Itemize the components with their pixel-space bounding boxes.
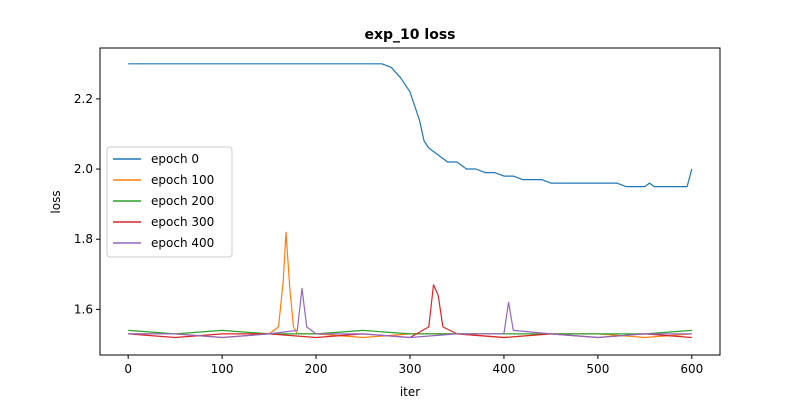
- x-tick-label: 500: [586, 362, 609, 376]
- legend-entry-label: epoch 400: [151, 236, 214, 250]
- series-line-epoch-400: [128, 287, 692, 339]
- legend-entry-label: epoch 100: [151, 173, 214, 187]
- chart-title: exp_10 loss: [365, 27, 456, 43]
- legend-box: [106, 146, 233, 258]
- y-axis-label: loss: [49, 190, 63, 213]
- x-tick-label: 200: [305, 362, 328, 376]
- x-tick-label: 400: [492, 362, 515, 376]
- x-axis-ticks: 0 100 200 300 400 500 600: [124, 355, 703, 376]
- series-line-epoch-0: [128, 63, 693, 188]
- y-tick-label: 1.6: [74, 302, 93, 316]
- y-axis-ticks: 1.6 1.8 2.0 2.2: [74, 92, 100, 316]
- legend: epoch 0 epoch 100 epoch 200 epoch 300 epoch …: [106, 146, 233, 258]
- legend-entry-label: epoch 200: [151, 194, 214, 208]
- y-tick-label: 1.8: [74, 232, 93, 246]
- series-layer: [128, 63, 693, 339]
- x-tick-label: 100: [211, 362, 234, 376]
- x-tick-label: 300: [399, 362, 422, 376]
- legend-entry-label: epoch 300: [151, 215, 214, 229]
- y-tick-label: 2.2: [74, 92, 93, 106]
- x-tick-label: 600: [680, 362, 703, 376]
- legend-entry-label: epoch 0: [151, 152, 199, 166]
- series-line-epoch-200: [128, 329, 692, 335]
- x-axis-label: iter: [400, 385, 420, 399]
- y-tick-label: 2.0: [74, 162, 93, 176]
- x-tick-label: 0: [124, 362, 132, 376]
